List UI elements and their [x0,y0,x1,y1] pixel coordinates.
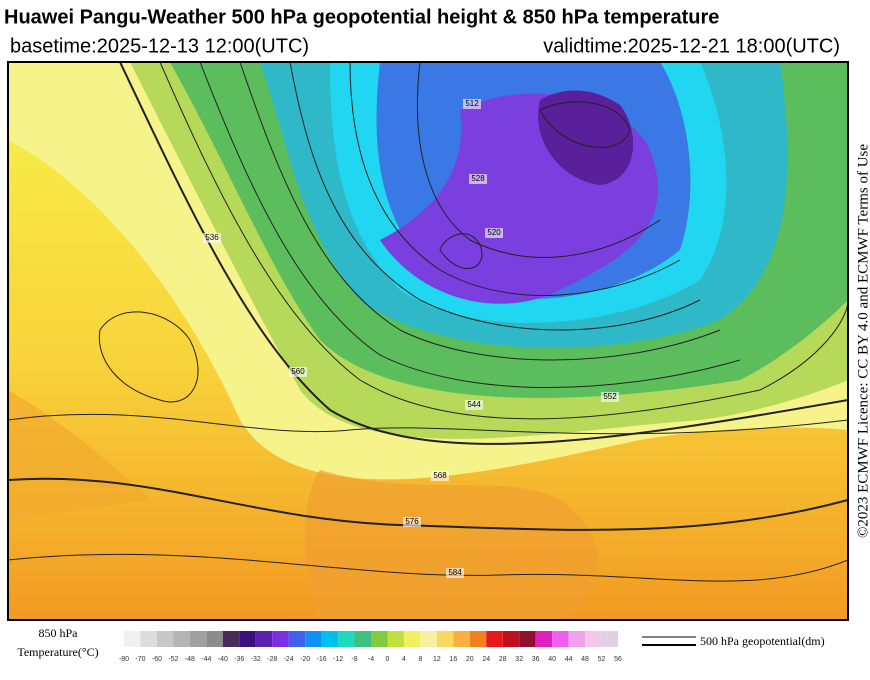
legend-unit: Temperature(°C) [17,645,98,659]
contour-label-bg [446,568,464,578]
contour-label: 512 [465,99,479,108]
colorbar-swatch [354,631,371,647]
validtime: validtime:2025-12-21 18:00(UTC) [543,35,840,57]
colorbar-tick: 4 [402,656,406,663]
colorbar-swatch [535,631,553,647]
colorbar-tick: -44 [201,656,211,663]
colorbar-tick: 12 [433,656,441,663]
colorbar-tick: 16 [449,656,457,663]
colorbar-swatch [420,631,437,647]
contour-label: 560 [291,367,305,376]
title: Huawei Pangu-Weather 500 hPa geopotentia… [4,6,719,28]
contour-label: 520 [487,228,501,237]
colorbar-tick: 8 [418,656,422,663]
colorbar-swatch [453,631,470,647]
colorbar-swatch [140,631,157,647]
colorbar-tick: 24 [482,656,490,663]
colorbar-tick: -16 [317,656,327,663]
colorbar-swatch [321,631,339,647]
contour-label-bg [485,228,503,238]
colorbar-tick: 36 [532,656,540,663]
legend-title: 850 hPa [39,626,79,640]
geopotential-legend: 500 hPa geopotential(dm) [700,634,825,648]
colorbar-tick: -52 [168,656,178,663]
colorbar-tick: 0 [386,656,390,663]
colorbar-swatch [601,631,618,647]
colorbar-swatch [568,631,586,647]
colorbar-swatch [519,631,536,647]
colorbar-tick: -36 [234,656,244,663]
colorbar-tick: -28 [267,656,277,663]
colorbar-tick: 28 [499,656,507,663]
colorbar-swatch [338,631,355,647]
colorbar-swatch [486,631,503,647]
credit: ©2023 ECMWF Licence: CC BY 4.0 and ECMWF… [855,144,870,538]
colorbar-tick: -4 [368,656,374,663]
colorbar: -80 -70 -60 -52 -48 -44 -40 -36 -32 -28 -24 -20 -16-… [119,631,622,663]
contour-label: 584 [448,568,462,577]
map: 544 552 560 568 576 584 528 520 512 536 [8,62,848,620]
colorbar-swatch [239,631,256,647]
contour-label: 544 [467,400,481,409]
colorbar-tick: 44 [565,656,573,663]
map-frame [7,61,849,621]
colorbar-tick: -70 [135,656,145,663]
colorbar-swatch [552,631,569,647]
colorbar-swatch [305,631,322,647]
colorbar-swatch [255,631,273,647]
colorbar-swatch [371,631,388,647]
colorbar-tick: -48 [185,656,195,663]
colorbar-tick: 32 [515,656,523,663]
contour-label-bg [403,517,421,527]
colorbar-tick: -12 [333,656,343,663]
colorbar-swatch [387,631,404,647]
contour-label: 536 [205,233,219,242]
colorbar-swatch [206,631,223,647]
colorbar-tick: 20 [466,656,474,663]
colorbar-swatch [124,631,141,647]
basetime: basetime:2025-12-13 12:00(UTC) [10,35,309,57]
colorbar-tick: -60 [152,656,162,663]
colorbar-swatch [156,631,174,647]
colorbar-swatch [173,631,190,647]
contour-label: 576 [405,517,419,526]
colorbar-swatch [288,631,306,647]
colorbar-swatch [272,631,289,647]
height-contours [8,62,848,582]
colorbar-tick: -32 [251,656,261,663]
colorbar-swatch [585,631,602,647]
colorbar-tick: -40 [218,656,228,663]
colorbar-swatch [436,631,454,647]
colorbar-swatch [502,631,520,647]
colorbar-swatch [403,631,421,647]
contour-label-bg [465,400,483,410]
contour-label-bg [203,233,221,243]
colorbar-tick: 48 [581,656,589,663]
colorbar-swatch [469,631,487,647]
contour-label: 552 [603,392,617,401]
colorbar-swatch [222,631,240,647]
contour-label-bg [469,174,487,184]
contour-label-bg [289,367,307,377]
colorbar-tick: 40 [548,656,556,663]
contour-label: 528 [471,174,485,183]
contour-label-bg [431,471,449,481]
colorbar-tick: -80 [119,656,129,663]
contour-label-bg [463,99,481,109]
colorbar-tick: 52 [598,656,606,663]
colorbar-tick: -8 [351,656,357,663]
contour-label: 568 [433,471,447,480]
colorbar-tick: -20 [300,656,310,663]
contour-label-bg [601,392,619,402]
colorbar-tick: 56 [614,656,622,663]
colorbar-tick: -24 [284,656,294,663]
colorbar-swatch [189,631,207,647]
